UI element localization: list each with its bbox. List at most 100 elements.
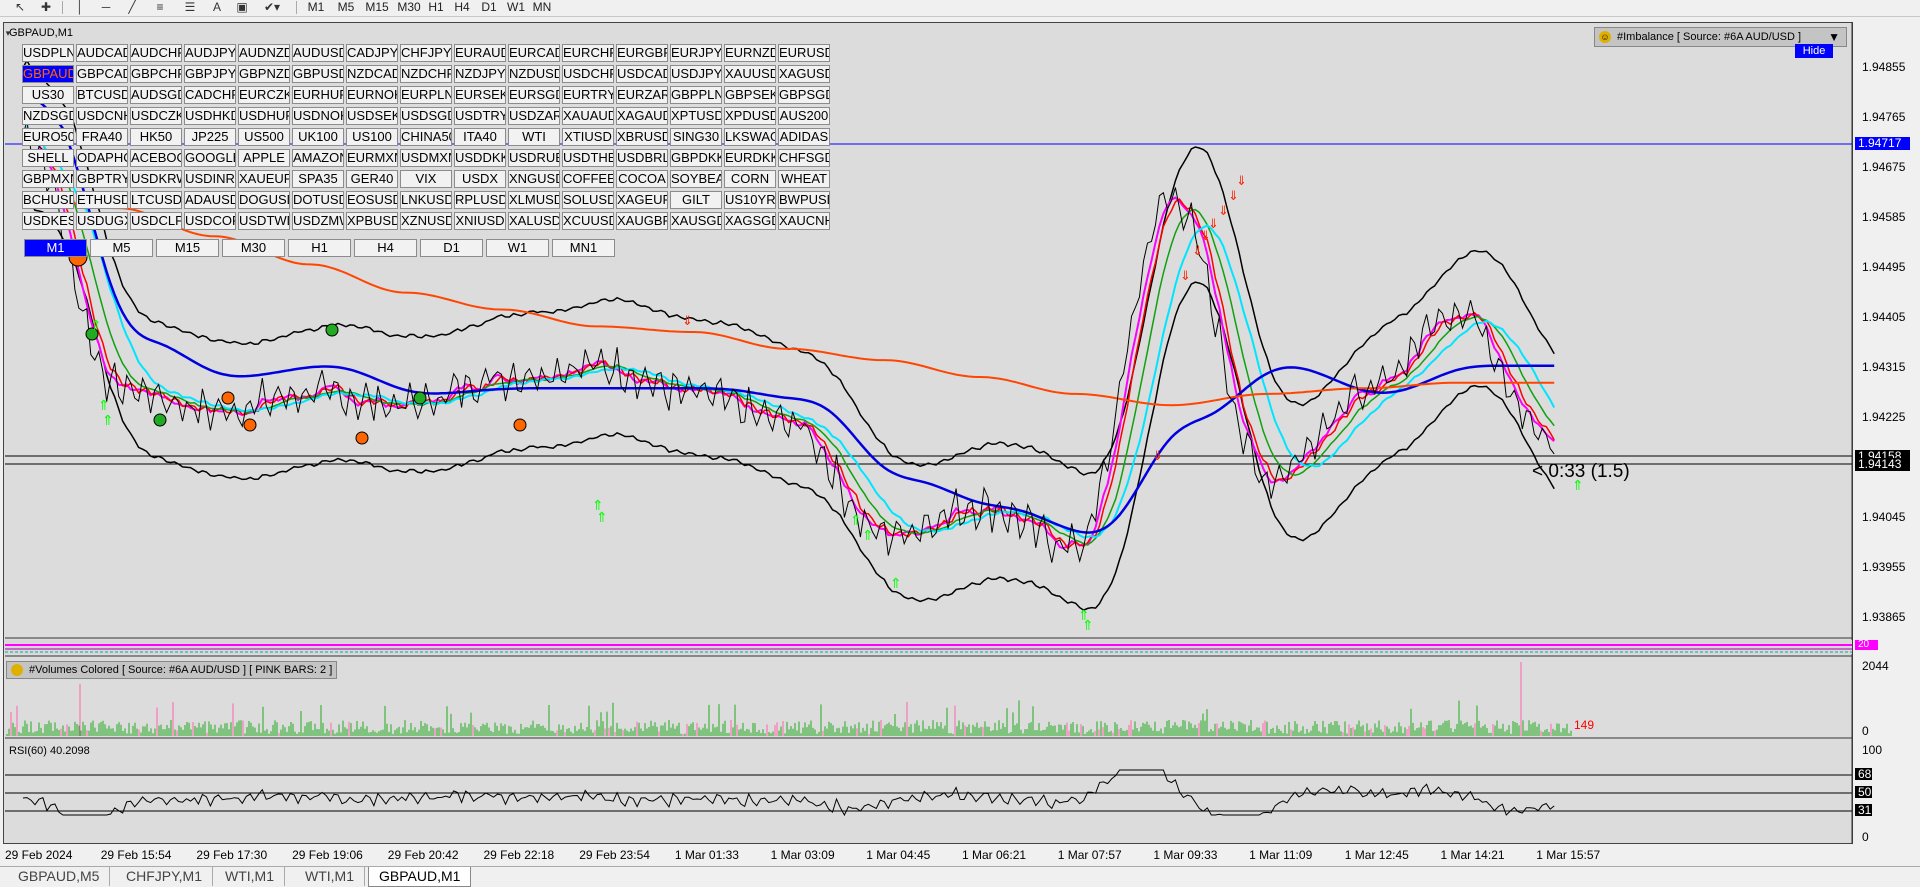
symbol-button-solusd[interactable]: SOLUSD [562, 191, 614, 209]
symbol-button-eurczk[interactable]: EURCZK [238, 86, 290, 104]
symbol-button-xagusd[interactable]: XAGUSD [778, 65, 830, 83]
symbol-button-usdinr[interactable]: USDINR [184, 170, 236, 188]
shapes-icon[interactable]: ☰ [184, 0, 196, 14]
symbol-button-gbpdkk[interactable]: GBPDKK [670, 149, 722, 167]
symbol-button-audchf[interactable]: AUDCHF [130, 44, 182, 62]
symbol-button-audusd[interactable]: AUDUSD [292, 44, 344, 62]
symbol-button-eurhuf[interactable]: EURHUF [292, 86, 344, 104]
symbol-button-usdcnh[interactable]: USDCNH [76, 107, 128, 125]
symbol-button-cocoa[interactable]: COCOA [616, 170, 668, 188]
symbol-button-usdkes[interactable]: USDKES [22, 212, 74, 230]
symbol-button-xcuusd[interactable]: XCUUSD [562, 212, 614, 230]
chevron-down-icon[interactable]: ▾ [5, 28, 11, 38]
symbol-button-audnzd[interactable]: AUDNZD [238, 44, 290, 62]
symbol-button-us500[interactable]: US500 [238, 128, 290, 146]
symbol-button-eurtry[interactable]: EURTRY [562, 86, 614, 104]
symbol-button-usdbrl[interactable]: USDBRL [616, 149, 668, 167]
symbol-button-ethusd[interactable]: ETHUSD [76, 191, 128, 209]
symbol-button-adidas[interactable]: ADIDAS [778, 128, 830, 146]
symbol-button-xalusd[interactable]: XALUSD [508, 212, 560, 230]
symbol-button-usdhkd[interactable]: USDHKD [184, 107, 236, 125]
symbol-button-xaueur[interactable]: XAUEUR [238, 170, 290, 188]
text-label-icon[interactable]: ▣ [236, 0, 248, 14]
symbol-button-usdcop[interactable]: USDCOP [184, 212, 236, 230]
symbol-button-eosusd[interactable]: EOSUSD [346, 191, 398, 209]
timeframe-button-mn1[interactable]: MN1 [552, 239, 615, 257]
symbol-button-chfsgd[interactable]: CHFSGD [778, 149, 830, 167]
symbol-button-adausd[interactable]: ADAUSD [184, 191, 236, 209]
symbol-button-eurcad[interactable]: EURCAD [508, 44, 560, 62]
symbol-button-ger40[interactable]: GER40 [346, 170, 398, 188]
symbol-button-acebook[interactable]: ACEBOOK [130, 149, 182, 167]
symbol-button-gbpmxn[interactable]: GBPMXN [22, 170, 74, 188]
symbol-button-xausgd[interactable]: XAUSGD [670, 212, 722, 230]
symbol-button-xptusd[interactable]: XPTUSD [670, 107, 722, 125]
symbol-button-bwpusd[interactable]: BWPUSD [778, 191, 830, 209]
symbol-button-nzdcad[interactable]: NZDCAD [346, 65, 398, 83]
symbol-button-usdtry[interactable]: USDTRY [454, 107, 506, 125]
symbol-button-usdx[interactable]: USDX [454, 170, 506, 188]
symbol-button-xaugbp[interactable]: XAUGBP [616, 212, 668, 230]
symbol-button-google[interactable]: GOOGLE [184, 149, 236, 167]
symbol-button-lkswago[interactable]: LKSWAGO [724, 128, 776, 146]
symbol-button-hk50[interactable]: HK50 [130, 128, 182, 146]
arrow-tools-icon[interactable]: ✔▾ [263, 0, 281, 14]
symbol-button-btcusd[interactable]: BTCUSD [76, 86, 128, 104]
toolbar-tf-m1[interactable]: M1 [307, 0, 325, 14]
symbol-button-xageur[interactable]: XAGEUR [616, 191, 668, 209]
symbol-button-gbpcad[interactable]: GBPCAD [76, 65, 128, 83]
horizontal-line-icon[interactable]: ─ [101, 0, 111, 14]
symbol-button-eursek[interactable]: EURSEK [454, 86, 506, 104]
symbol-button-xtiusd[interactable]: XTIUSD [562, 128, 614, 146]
symbol-button-chfjpy[interactable]: CHFJPY [400, 44, 452, 62]
hide-button[interactable]: Hide [1795, 44, 1833, 58]
symbol-button-aus200[interactable]: AUS200 [778, 107, 830, 125]
symbol-button-eurchf[interactable]: EURCHF [562, 44, 614, 62]
toolbar-tf-m15[interactable]: M15 [365, 0, 389, 14]
symbol-button-xznusd[interactable]: XZNUSD [400, 212, 452, 230]
timeframe-button-h4[interactable]: H4 [354, 239, 417, 257]
symbol-button-eurmxn[interactable]: EURMXN [346, 149, 398, 167]
symbol-button-xagsgd[interactable]: XAGSGD [724, 212, 776, 230]
symbol-button-vix[interactable]: VIX [400, 170, 452, 188]
symbol-button-nzdsgd[interactable]: NZDSGD [22, 107, 74, 125]
symbol-button-usdkrw[interactable]: USDKRW [130, 170, 182, 188]
symbol-button-gbpaud[interactable]: GBPAUD [22, 65, 74, 83]
symbol-button-amazon[interactable]: AMAZON [292, 149, 344, 167]
symbol-button-wti[interactable]: WTI [508, 128, 560, 146]
symbol-button-us100[interactable]: US100 [346, 128, 398, 146]
timeframe-button-d1[interactable]: D1 [420, 239, 483, 257]
symbol-button-rplusd[interactable]: RPLUSD [454, 191, 506, 209]
symbol-button-usdjpy[interactable]: USDJPY [670, 65, 722, 83]
symbol-button-apple[interactable]: APPLE [238, 149, 290, 167]
trendline-icon[interactable]: ╱ [128, 0, 136, 14]
toolbar-tf-mn[interactable]: MN [532, 0, 552, 14]
timeframe-button-h1[interactable]: H1 [288, 239, 351, 257]
text-icon[interactable]: A [212, 0, 221, 14]
symbol-button-shell[interactable]: SHELL [22, 149, 74, 167]
tab-wti-m1-2[interactable]: WTI,M1 [295, 867, 365, 886]
symbol-button-euro50[interactable]: EURO50 [22, 128, 74, 146]
symbol-button-xngusd[interactable]: XNGUSD [508, 170, 560, 188]
symbol-button-gbpsek[interactable]: GBPSEK [724, 86, 776, 104]
symbol-button-dotusd[interactable]: DOTUSD [292, 191, 344, 209]
symbol-button-eurusd[interactable]: EURUSD [778, 44, 830, 62]
symbol-button-eurzar[interactable]: EURZAR [616, 86, 668, 104]
symbol-button-gbptry[interactable]: GBPTRY [76, 170, 128, 188]
symbol-button-ita40[interactable]: ITA40 [454, 128, 506, 146]
symbol-button-xaucnh[interactable]: XAUCNH [778, 212, 830, 230]
symbol-button-soybeans[interactable]: SOYBEANS [670, 170, 722, 188]
symbol-button-xauaud[interactable]: XAUAUD [562, 107, 614, 125]
symbol-button-wheat[interactable]: WHEAT [778, 170, 830, 188]
symbol-button-usdchf[interactable]: USDCHF [562, 65, 614, 83]
symbol-button-china50[interactable]: CHINA50 [400, 128, 452, 146]
toolbar-tf-h1[interactable]: H1 [428, 0, 444, 14]
symbol-button-usdcad[interactable]: USDCAD [616, 65, 668, 83]
symbol-button-xagaud[interactable]: XAGAUD [616, 107, 668, 125]
symbol-button-lnkusd[interactable]: LNKUSD [400, 191, 452, 209]
symbol-button-usddkk[interactable]: USDDKK [454, 149, 506, 167]
symbol-button-usdpln[interactable]: USDPLN [22, 44, 74, 62]
symbol-button-audsgd[interactable]: AUDSGD [130, 86, 182, 104]
symbol-button-gbpchf[interactable]: GBPCHF [130, 65, 182, 83]
